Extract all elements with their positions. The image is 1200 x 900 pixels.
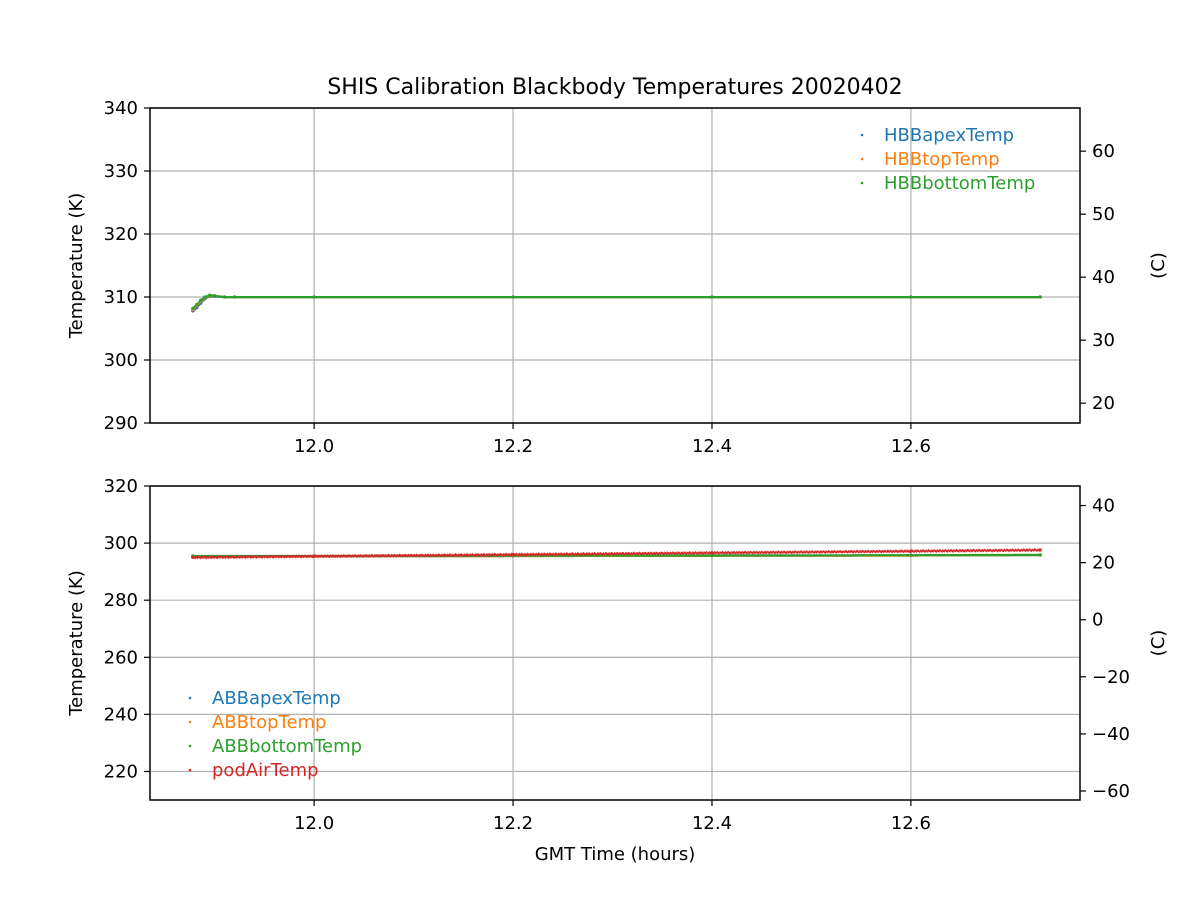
bottom-y-tick-label: 220: [104, 761, 138, 782]
legend-marker: [860, 133, 864, 137]
legend-marker: [188, 696, 192, 700]
legend-item: HBBtopTemp: [860, 149, 1000, 170]
bottom-y-tick-label: 280: [104, 590, 138, 611]
bottom-y-tick-label: 300: [104, 533, 138, 554]
top-right-tick-label: 50: [1092, 204, 1115, 225]
series-HBBbottomTemp: [191, 293, 1042, 310]
top-right-tick-label: 40: [1092, 267, 1115, 288]
legend-label: ABBtopTemp: [212, 712, 326, 733]
bottom-right-tick-label: 20: [1092, 553, 1115, 574]
top-y-tick-label: 290: [104, 413, 138, 434]
top-right-tick-label: 60: [1092, 141, 1115, 162]
bottom-x-tick-label: 12.0: [294, 813, 334, 834]
legend-label: HBBapexTemp: [884, 125, 1014, 146]
legend-item: ABBtopTemp: [188, 712, 326, 733]
top-y-tick-label: 320: [104, 224, 138, 245]
top-y-axis-label: Temperature (K): [66, 193, 87, 340]
legend-label: ABBapexTemp: [212, 688, 341, 709]
top-y-tick-label: 340: [104, 98, 138, 119]
legend-label: HBBtopTemp: [884, 149, 1000, 170]
bottom-y-tick-label: 320: [104, 476, 138, 497]
legend-label: ABBbottomTemp: [212, 736, 362, 757]
top-right-axis-label: (C): [1148, 252, 1169, 279]
x-axis-label: GMT Time (hours): [535, 844, 696, 865]
top-panel: 12.0 12.2 12.4 12.6 290 300 310 320 330 340 20 30…: [66, 98, 1169, 457]
legend-item: HBBapexTemp: [860, 125, 1014, 146]
series-podAirTemp: [191, 548, 1042, 560]
top-legend: HBBapexTemp HBBtopTemp HBBbottomTemp: [860, 125, 1035, 194]
legend-label: podAirTemp: [212, 760, 319, 781]
top-x-tick-label: 12.0: [294, 436, 334, 457]
top-y-tick-label: 330: [104, 161, 138, 182]
bottom-y-tick-label: 240: [104, 704, 138, 725]
top-y-tick-label: 310: [104, 287, 138, 308]
bottom-right-tick-label: −20: [1092, 667, 1130, 688]
bottom-right-tick-label: −40: [1092, 724, 1130, 745]
legend-marker: [188, 720, 192, 724]
legend-marker: [860, 157, 864, 161]
series-trace: [192, 294, 1041, 310]
bottom-panel: 12.0 12.2 12.4 12.6 220 240 260 280 300 320 −60 −…: [66, 476, 1169, 865]
bottom-x-tick-label: 12.6: [891, 813, 931, 834]
bottom-y-tick-label: 260: [104, 647, 138, 668]
bottom-right-tick-label: 40: [1092, 496, 1115, 517]
top-right-tick-label: 30: [1092, 330, 1115, 351]
legend-item: ABBbottomTemp: [188, 736, 362, 757]
legend-item: podAirTemp: [188, 760, 319, 781]
series-trace: [192, 548, 1041, 560]
bottom-legend: ABBapexTemp ABBtopTemp ABBbottomTemp podAir…: [188, 688, 362, 781]
legend-item: ABBapexTemp: [188, 688, 341, 709]
top-right-tick-label: 20: [1092, 393, 1115, 414]
bottom-right-tick-label: 0: [1092, 610, 1103, 631]
top-x-tick-label: 12.4: [692, 436, 732, 457]
top-y-tick-label: 300: [104, 350, 138, 371]
top-x-tick-label: 12.6: [891, 436, 931, 457]
chart-title: SHIS Calibration Blackbody Temperatures …: [327, 75, 902, 100]
bottom-y-axis-label: Temperature (K): [66, 570, 87, 717]
bottom-right-tick-label: −60: [1092, 781, 1130, 802]
bottom-right-axis-label: (C): [1148, 630, 1169, 657]
legend-item: HBBbottomTemp: [860, 173, 1035, 194]
legend-marker: [188, 744, 192, 748]
bottom-x-tick-label: 12.4: [692, 813, 732, 834]
legend-marker: [860, 181, 864, 185]
bottom-x-tick-label: 12.2: [493, 813, 533, 834]
top-x-tick-label: 12.2: [493, 436, 533, 457]
legend-label: HBBbottomTemp: [884, 173, 1035, 194]
legend-marker: [188, 768, 192, 772]
